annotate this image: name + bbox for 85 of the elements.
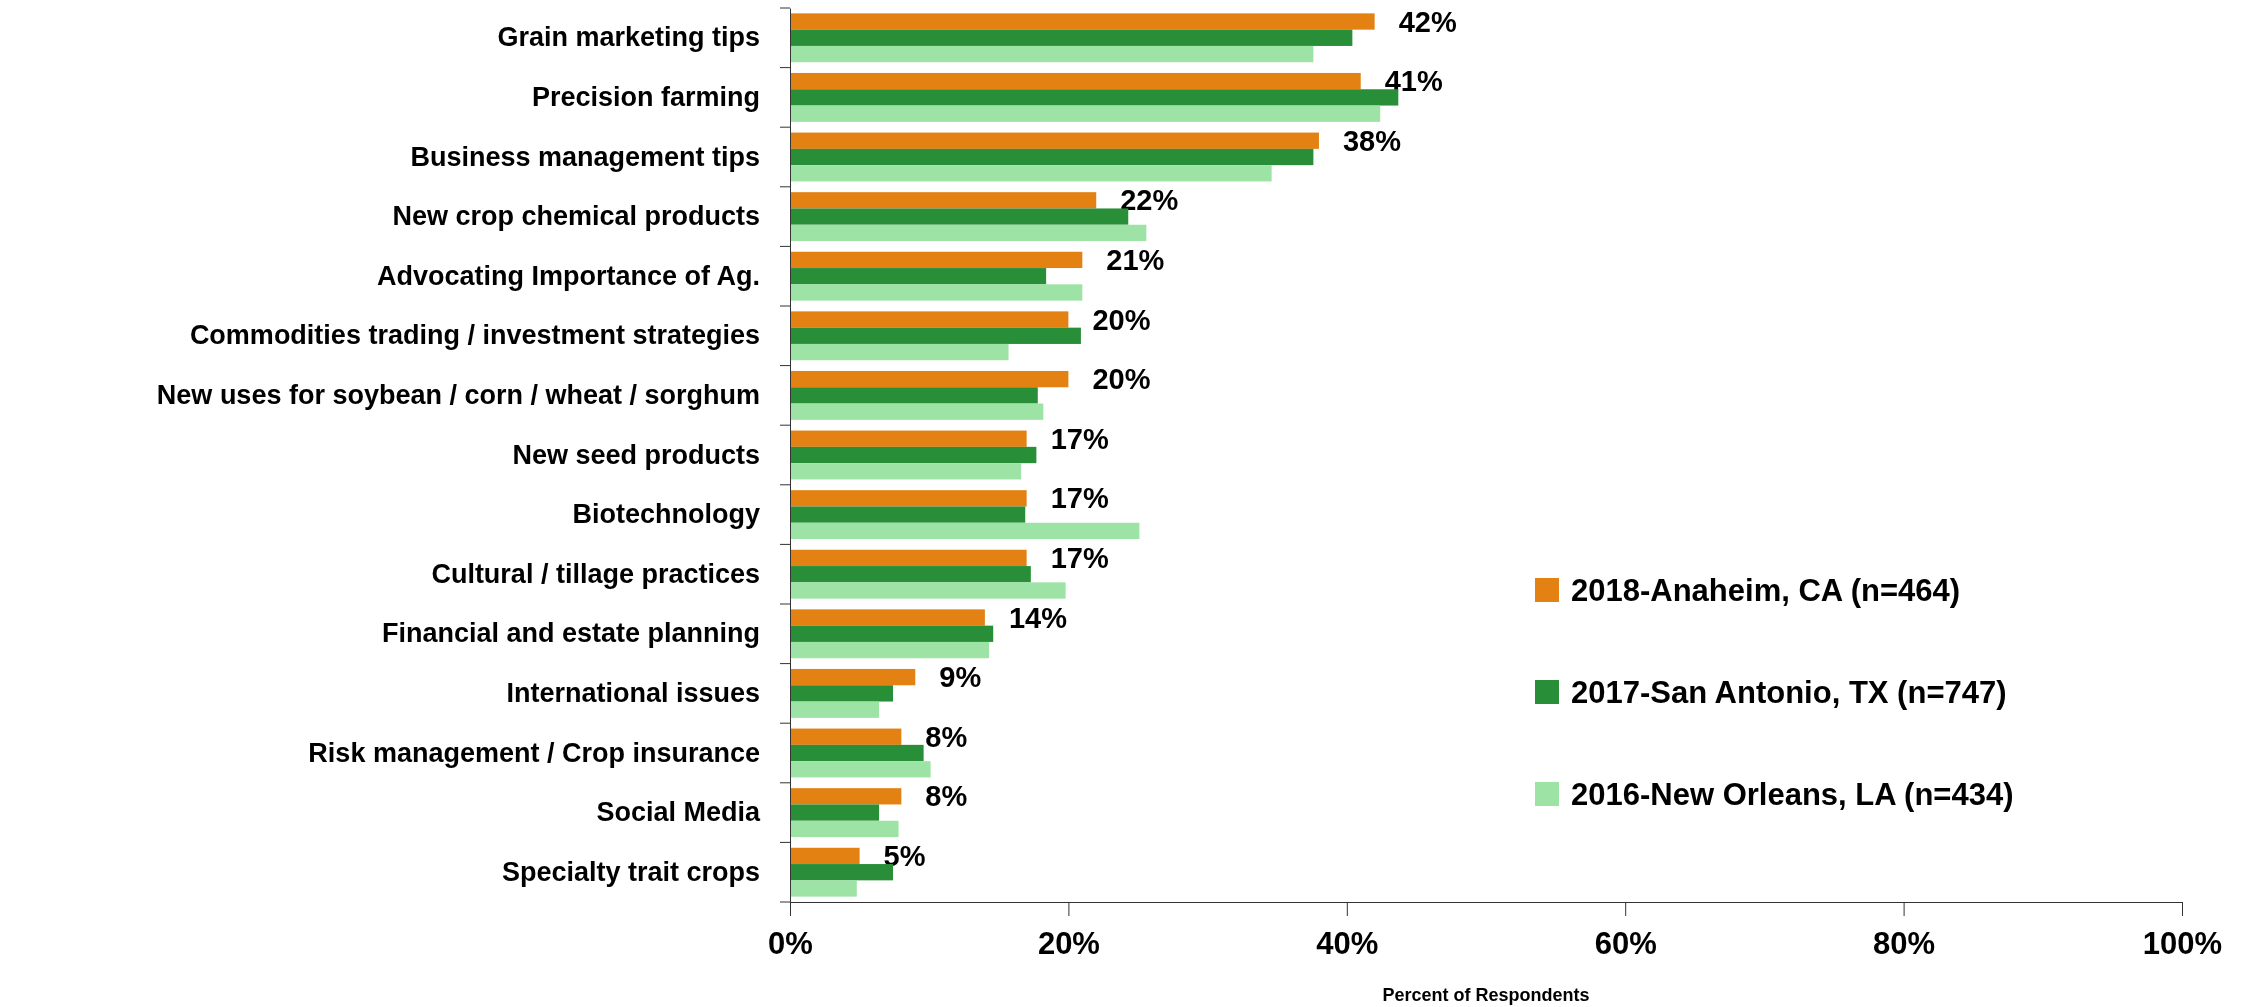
data-label: 20% [1092, 303, 1151, 336]
bar [790, 29, 1353, 46]
data-label: 17% [1050, 422, 1109, 455]
bar [790, 224, 1147, 242]
legend-label: 2017-San Antonio, TX (n=747) [1571, 674, 2007, 710]
bar [790, 880, 857, 897]
bar [790, 685, 894, 702]
y-tick-label: Advocating Importance of Ag. [376, 260, 760, 291]
bar [790, 668, 916, 686]
bar [790, 192, 1097, 209]
y-tick-label: Cultural / tillage practices [431, 558, 760, 589]
bar [790, 446, 1037, 464]
bar [790, 609, 985, 626]
data-label: 20% [1092, 363, 1151, 396]
bar [790, 72, 1361, 90]
bar [790, 311, 1069, 328]
y-tick-label: Biotechnology [572, 499, 760, 530]
x-tick-label: 80% [1873, 926, 1936, 962]
data-label: 42% [1398, 5, 1457, 38]
y-tick-label: Precision farming [531, 82, 760, 113]
y-tick-label: Commodities trading / investment strategies [189, 320, 760, 351]
data-label: 17% [1050, 482, 1109, 515]
bar [790, 208, 1129, 225]
bar [790, 847, 860, 865]
bar [790, 582, 1066, 599]
bar [790, 788, 902, 805]
y-tick-label: New seed products [512, 439, 760, 470]
data-label: 41% [1384, 65, 1443, 98]
y-tick-label: International issues [506, 678, 760, 709]
x-tick-label: 60% [1594, 926, 1657, 962]
bar [790, 148, 1314, 166]
bar [790, 251, 1083, 269]
y-tick-label: Specialty trait crops [501, 856, 760, 887]
data-label: 17% [1050, 541, 1109, 574]
y-tick-label: New uses for soybean / corn / wheat / sorghum [156, 380, 760, 411]
bar [790, 566, 1031, 583]
bar [790, 165, 1272, 182]
data-label: 38% [1342, 124, 1402, 157]
bar [790, 132, 1319, 149]
bar [790, 403, 1044, 420]
y-tick-label: Risk management / Crop insurance [308, 737, 760, 768]
bar [790, 490, 1027, 507]
y-tick-label: Financial and estate planning [381, 618, 760, 649]
x-axis-title: Percent of Respondents [1382, 985, 1590, 1005]
data-label: 8% [925, 780, 968, 813]
y-tick-label: Business management tips [410, 141, 760, 172]
bar [790, 268, 1047, 285]
bar [790, 89, 1399, 106]
data-label: 8% [925, 720, 968, 753]
data-label: 5% [883, 839, 926, 872]
bar [790, 506, 1026, 523]
bar [790, 105, 1381, 122]
y-tick-label: Grain marketing tips [497, 22, 760, 53]
bar [790, 13, 1375, 30]
y-tick-label: Social Media [596, 797, 761, 828]
bar [790, 641, 990, 659]
data-label: 9% [939, 661, 982, 694]
x-tick-label: 20% [1037, 926, 1100, 962]
x-tick-label: 0% [768, 926, 813, 962]
data-label: 21% [1106, 243, 1165, 276]
bar [790, 820, 899, 838]
x-tick-label: 100% [2142, 926, 2223, 962]
bar [790, 549, 1027, 567]
bar [790, 625, 994, 642]
bar [790, 864, 894, 881]
bar [790, 387, 1038, 404]
bar [790, 761, 931, 778]
y-tick-label: New crop chemical products [392, 201, 760, 232]
bar [790, 701, 880, 718]
bar [790, 327, 1081, 344]
bar [790, 728, 902, 745]
bar [790, 522, 1140, 540]
bar [790, 284, 1083, 301]
bar [790, 343, 1009, 361]
bar [790, 463, 1022, 480]
bar [790, 804, 880, 821]
bar [790, 430, 1027, 447]
legend-label: 2016-New Orleans, LA (n=434) [1571, 776, 2014, 812]
bar [790, 370, 1069, 388]
bar [790, 45, 1314, 63]
legend-label: 2018-Anaheim, CA (n=464) [1571, 572, 1961, 608]
x-tick-label: 40% [1316, 926, 1379, 962]
data-label: 14% [1008, 601, 1068, 634]
data-label: 22% [1120, 184, 1179, 217]
bar [790, 744, 924, 762]
